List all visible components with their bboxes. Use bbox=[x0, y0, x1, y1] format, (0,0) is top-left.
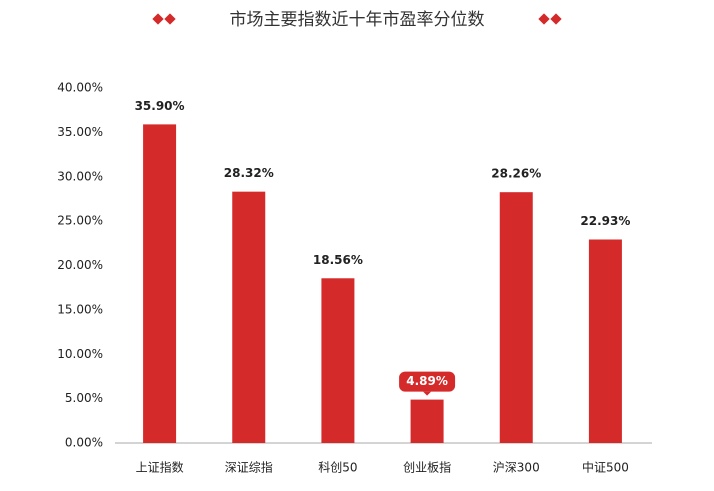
value-label: 4.89% bbox=[406, 374, 448, 388]
chart-title: 市场主要指数近十年市盈率分位数 bbox=[230, 10, 485, 30]
x-tick-label: 深证综指 bbox=[225, 460, 273, 475]
x-tick-label: 科创50 bbox=[318, 461, 357, 475]
value-label: 18.56% bbox=[313, 253, 363, 267]
x-tick-label: 创业板指 bbox=[403, 460, 451, 475]
y-tick-label: 0.00% bbox=[65, 436, 103, 450]
x-tick-label: 沪深300 bbox=[493, 461, 540, 475]
value-label: 22.93% bbox=[580, 214, 630, 228]
value-label-badge bbox=[399, 371, 456, 392]
bar bbox=[588, 239, 622, 443]
bar bbox=[143, 124, 177, 443]
bar bbox=[232, 191, 266, 443]
y-tick-label: 40.00% bbox=[57, 81, 103, 95]
value-label-pointer bbox=[423, 391, 432, 396]
y-tick-label: 20.00% bbox=[57, 258, 103, 272]
x-tick-label: 中证500 bbox=[582, 460, 629, 475]
y-tick-label: 5.00% bbox=[65, 391, 103, 405]
bar bbox=[321, 278, 355, 443]
y-tick-label: 35.00% bbox=[57, 125, 103, 139]
y-tick-label: 15.00% bbox=[57, 302, 103, 316]
value-label: 28.32% bbox=[224, 166, 274, 180]
value-label: 28.26% bbox=[491, 167, 541, 181]
bar bbox=[499, 192, 533, 443]
x-tick-label: 上证指数 bbox=[136, 460, 184, 475]
y-tick-label: 30.00% bbox=[57, 169, 103, 183]
y-tick-label: 25.00% bbox=[57, 214, 103, 228]
bar bbox=[410, 399, 444, 443]
value-label: 35.90% bbox=[135, 99, 185, 113]
y-tick-label: 10.00% bbox=[57, 347, 103, 361]
